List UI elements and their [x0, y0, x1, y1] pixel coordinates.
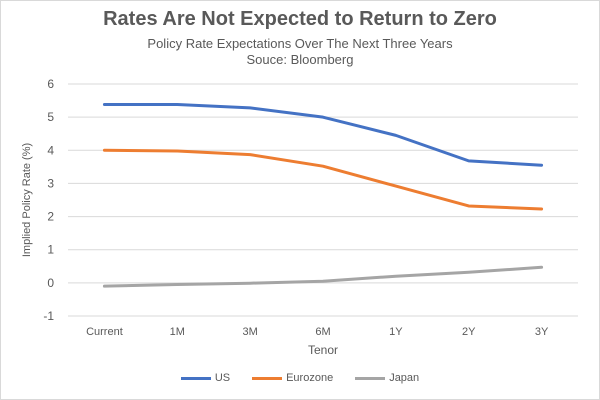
legend-label-us: US — [214, 372, 231, 384]
chart-legend: US Eurozone Japan — [0, 372, 600, 384]
legend-swatch-us — [180, 376, 211, 380]
y-tick-label: 4 — [47, 143, 54, 157]
y-tick-label: 2 — [47, 210, 54, 224]
x-tick-label: 6M — [315, 326, 330, 338]
x-tick-label: 1Y — [389, 326, 403, 338]
y-tick-label: 3 — [47, 176, 54, 190]
legend-swatch-eurozone — [252, 376, 283, 380]
series-line-japan — [102, 265, 544, 288]
chart-source: Souce: Bloomberg — [246, 52, 354, 67]
x-tick-label: 3Y — [535, 326, 549, 338]
y-tick-label: 5 — [47, 110, 54, 124]
legend-item-us: US — [180, 372, 231, 384]
x-tick-label: 3M — [243, 326, 258, 338]
legend-item-eurozone: Eurozone — [252, 372, 333, 384]
y-tick-label: -1 — [43, 309, 54, 323]
y-tick-label: 6 — [47, 77, 54, 91]
series-line-eurozone — [102, 148, 544, 211]
x-tick-label: 2Y — [462, 326, 476, 338]
x-tick-label: Current — [86, 326, 123, 338]
y-tick-label: 1 — [47, 243, 54, 257]
y-axis-title: Implied Policy Rate (%) — [21, 143, 33, 257]
legend-label-eurozone: Eurozone — [286, 372, 334, 384]
legend-swatch-japan — [355, 376, 386, 380]
legend-item-japan: Japan — [355, 372, 419, 384]
chart-subtitle: Policy Rate Expectations Over The Next T… — [147, 36, 453, 51]
series-line-us — [102, 103, 544, 167]
y-tick-label: 0 — [47, 276, 54, 290]
legend-label-japan: Japan — [389, 372, 420, 384]
x-tick-label: 1M — [170, 326, 185, 338]
x-axis-title: Tenor — [308, 343, 338, 357]
chart-title: Rates Are Not Expected to Return to Zero — [103, 8, 497, 30]
